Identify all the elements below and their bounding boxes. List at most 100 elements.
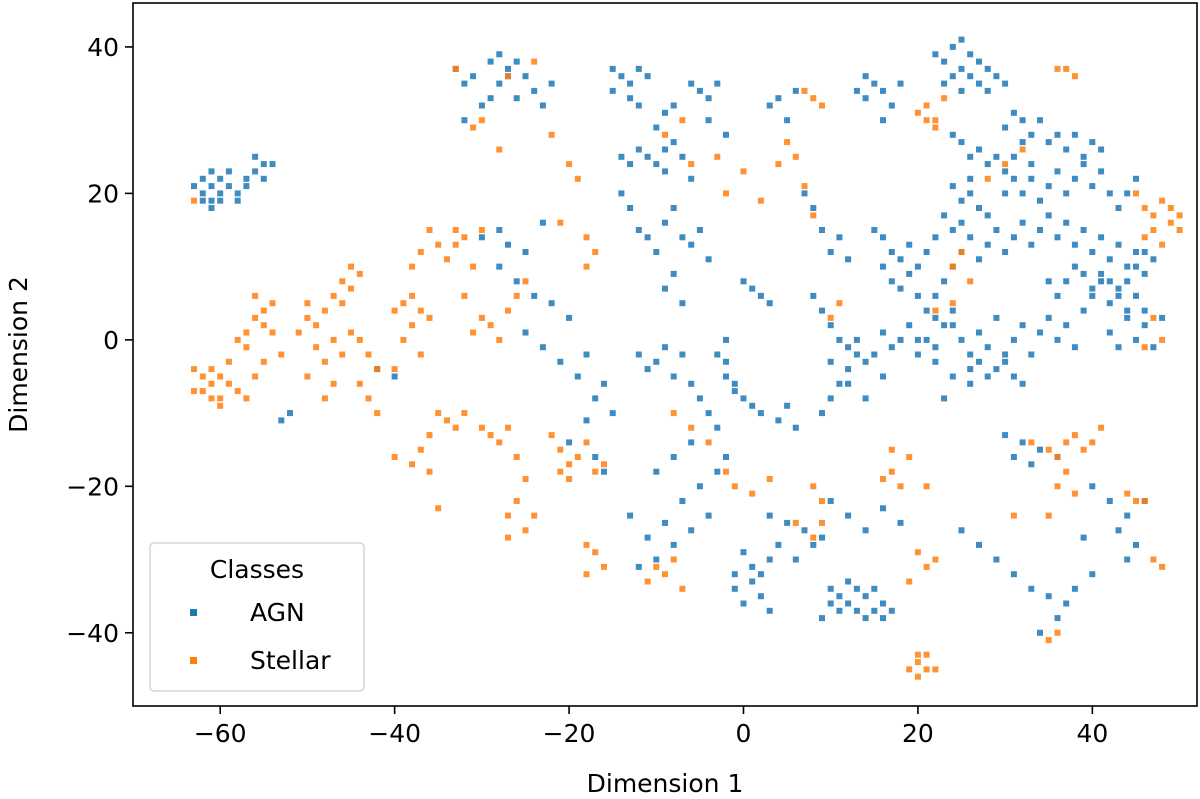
point-agn-121: [688, 439, 695, 446]
point-agn-7: [208, 168, 215, 175]
point-agn-60: [609, 410, 616, 417]
point-agn-158: [784, 519, 791, 526]
point-agn-295: [958, 65, 965, 72]
point-agn-289: [958, 36, 965, 43]
point-agn-51: [548, 300, 555, 307]
point-agn-27: [461, 80, 468, 87]
point-stellar-116: [496, 146, 503, 153]
point-stellar-210: [1133, 190, 1139, 197]
x-tick-label-4: 20: [902, 719, 934, 748]
point-agn-157: [766, 512, 773, 519]
point-stellar-23: [278, 351, 285, 358]
point-agn-150: [731, 388, 738, 395]
point-agn-291: [976, 58, 982, 65]
point-agn-222: [923, 307, 930, 314]
point-stellar-43: [330, 292, 337, 299]
point-agn-119: [723, 336, 729, 343]
point-stellar-172: [914, 651, 921, 658]
y-tick-label-0: −40: [66, 619, 119, 648]
point-stellar-202: [1071, 490, 1078, 497]
point-agn-263: [993, 314, 1000, 321]
point-agn-116: [723, 358, 729, 365]
point-agn-172: [836, 234, 843, 241]
point-agn-243: [1019, 219, 1026, 226]
point-agn-82: [688, 175, 695, 182]
point-agn-252: [1098, 234, 1105, 241]
point-agn-2: [217, 175, 224, 182]
point-stellar-168: [906, 666, 913, 673]
point-agn-66: [618, 73, 625, 80]
point-stellar-169: [914, 673, 921, 680]
point-stellar-166: [914, 659, 921, 666]
point-agn-161: [792, 556, 799, 563]
point-agn-286: [932, 51, 939, 58]
point-stellar-132: [679, 117, 686, 124]
point-agn-75: [635, 146, 642, 153]
point-stellar-151: [801, 183, 808, 190]
point-agn-385: [1010, 571, 1017, 578]
point-agn-303: [958, 139, 965, 146]
point-agn-365: [827, 358, 834, 365]
point-agn-28: [470, 73, 477, 80]
point-agn-109: [662, 344, 668, 351]
point-stellar-91: [496, 439, 503, 446]
point-stellar-29: [321, 307, 328, 314]
point-stellar-222: [1054, 629, 1061, 636]
point-stellar-181: [932, 124, 939, 131]
point-agn-174: [810, 292, 817, 299]
point-stellar-34: [321, 358, 328, 365]
point-agn-231: [941, 322, 948, 329]
point-agn-259: [958, 336, 965, 343]
point-stellar-101: [557, 446, 564, 453]
point-agn-163: [819, 534, 825, 541]
legend-swatch-stellar: [190, 657, 197, 664]
point-agn-234: [941, 278, 948, 285]
point-agn-171: [827, 249, 834, 255]
point-stellar-77: [513, 292, 520, 299]
point-stellar-12: [191, 366, 197, 373]
point-agn-268: [1037, 329, 1043, 336]
point-agn-33: [522, 73, 529, 80]
point-agn-285: [1019, 380, 1026, 387]
point-agn-232: [949, 307, 956, 314]
point-agn-249: [1071, 241, 1078, 248]
point-stellar-53: [400, 300, 407, 307]
point-agn-43: [478, 234, 485, 241]
point-stellar-108: [557, 468, 564, 475]
point-agn-362: [1080, 153, 1087, 160]
point-agn-391: [1071, 585, 1078, 592]
point-agn-203: [871, 80, 878, 87]
point-agn-244: [1028, 241, 1035, 248]
point-agn-56: [583, 351, 590, 358]
point-agn-218: [914, 263, 921, 270]
point-stellar-224: [1089, 439, 1096, 446]
point-agn-269: [1045, 314, 1052, 321]
point-agn-404: [967, 380, 974, 387]
point-stellar-71: [461, 292, 468, 299]
point-agn-124: [696, 483, 703, 490]
point-stellar-17: [269, 300, 276, 307]
point-agn-14: [243, 175, 250, 182]
point-stellar-207: [1141, 498, 1148, 504]
point-agn-353: [1002, 124, 1009, 131]
point-agn-335: [949, 227, 956, 233]
point-agn-165: [775, 95, 782, 102]
point-agn-220: [932, 234, 939, 241]
point-stellar-84: [417, 446, 424, 453]
point-agn-188: [853, 607, 860, 614]
point-agn-128: [723, 454, 729, 460]
point-agn-318: [1054, 168, 1061, 175]
point-stellar-203: [1045, 512, 1052, 519]
point-agn-288: [949, 43, 956, 50]
point-agn-123: [653, 468, 660, 475]
point-stellar-162: [880, 476, 886, 482]
point-agn-201: [853, 87, 860, 94]
point-stellar-212: [1150, 212, 1157, 219]
point-agn-141: [731, 585, 738, 592]
point-stellar-130: [644, 578, 651, 585]
point-stellar-83: [426, 432, 433, 439]
point-agn-337: [1045, 278, 1052, 285]
point-stellar-66: [452, 227, 459, 233]
point-stellar-180: [941, 95, 948, 102]
point-agn-247: [1054, 234, 1061, 241]
